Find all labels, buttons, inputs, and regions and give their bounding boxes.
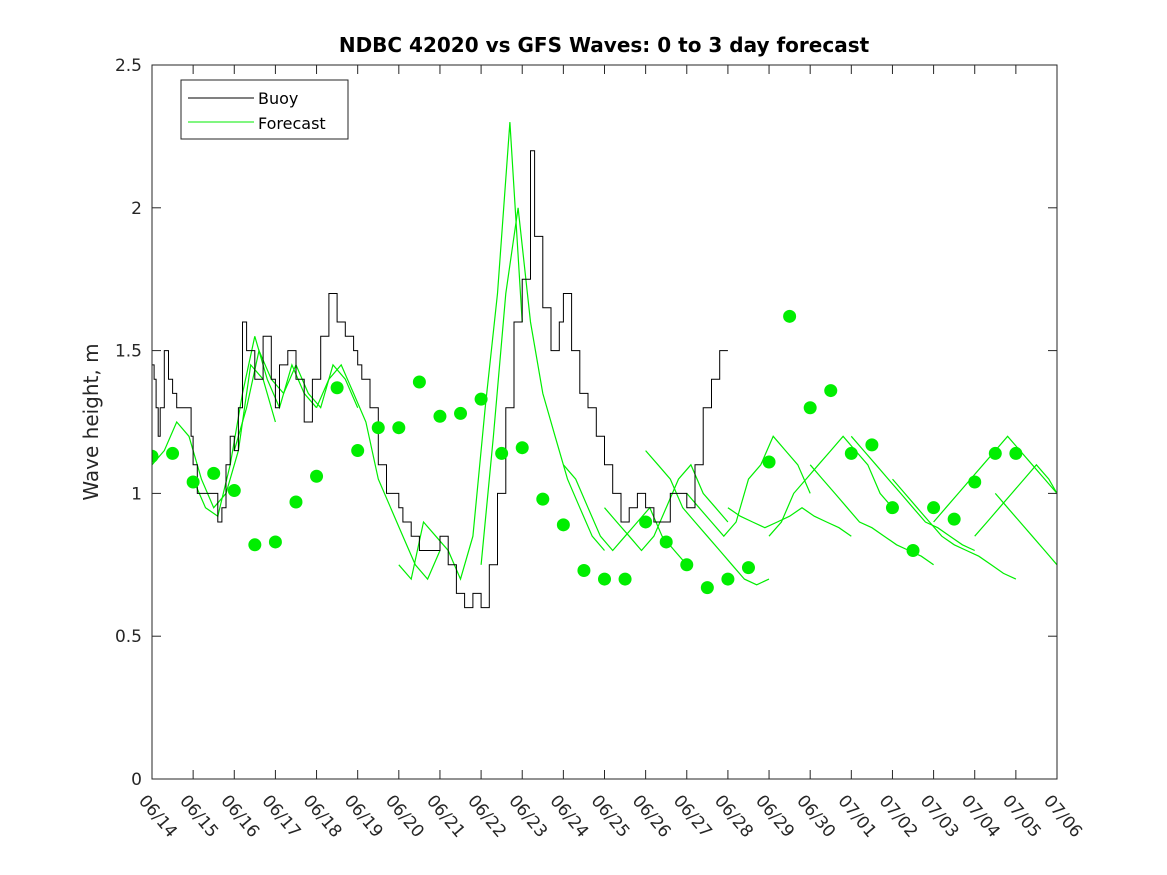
forecast-line (604, 463, 729, 552)
forecast-marker (166, 446, 180, 460)
x-tick-label: 06/20 (381, 791, 428, 841)
forecast-marker (289, 495, 303, 509)
forecast-marker (783, 309, 797, 323)
y-tick-label: 1 (131, 484, 142, 504)
forecast-marker (1009, 446, 1023, 460)
forecast-marker (803, 401, 817, 415)
forecast-line (994, 493, 1057, 566)
x-tick-label: 06/14 (134, 791, 181, 841)
forecast-marker (556, 518, 570, 532)
forecast-marker (371, 421, 385, 435)
forecast-line (892, 478, 1017, 580)
y-axis: 0 0.5 1 1.5 2 2.5 (115, 56, 1057, 790)
y-tick-label: 2 (131, 199, 142, 219)
x-tick-label: 06/22 (463, 791, 510, 841)
forecast-marker (680, 558, 694, 572)
forecast-marker (310, 469, 324, 483)
forecast-marker (248, 538, 262, 552)
x-tick-label: 07/04 (957, 791, 1004, 841)
forecast-marker (454, 406, 468, 420)
forecast-marker (227, 484, 241, 498)
forecast-marker (762, 455, 776, 469)
x-tick-label: 07/02 (875, 791, 922, 841)
plot-area (152, 65, 1057, 779)
forecast-marker (351, 444, 365, 458)
forecast-marker (947, 512, 961, 526)
forecast-marker (639, 515, 653, 529)
x-tick-label: 07/01 (833, 791, 880, 841)
x-tick-label: 06/23 (504, 791, 551, 841)
x-tick-label: 07/03 (916, 791, 963, 841)
chart-title: NDBC 42020 vs GFS Waves: 0 to 3 day fore… (339, 33, 870, 57)
x-tick-label: 06/28 (710, 791, 757, 841)
x-tick-label: 06/24 (546, 791, 593, 841)
forecast-marker (700, 581, 714, 595)
forecast-line (315, 363, 441, 581)
forecast-line (727, 506, 852, 537)
forecast-marker (392, 421, 406, 435)
x-tick-label: 06/25 (587, 791, 634, 841)
forecast-marker (844, 446, 858, 460)
forecast-marker (721, 572, 735, 586)
x-tick-label: 06/21 (422, 791, 469, 841)
legend-buoy-label: Buoy (258, 89, 298, 108)
x-tick-label: 06/17 (258, 791, 305, 841)
forecast-marker (474, 392, 488, 406)
legend-forecast-label: Forecast (258, 114, 326, 133)
forecast-marker (741, 561, 755, 575)
x-tick-label: 06/27 (669, 791, 716, 841)
x-tick-label: 06/16 (216, 791, 263, 841)
x-tick-label: 06/19 (340, 791, 387, 841)
forecast-line (768, 435, 893, 537)
forecast-marker (906, 544, 920, 558)
forecast-marker (268, 535, 282, 549)
x-tick-label: 07/05 (998, 791, 1045, 841)
y-tick-label: 1.5 (115, 342, 142, 362)
forecast-marker (865, 438, 879, 452)
forecast-marker (186, 475, 200, 489)
forecast-marker (152, 449, 159, 463)
x-tick-label: 07/06 (1039, 791, 1086, 841)
legend-box (180, 79, 349, 140)
forecast-marker (515, 441, 529, 455)
forecast-marker (618, 572, 632, 586)
forecast-marker (598, 572, 611, 586)
y-tick-label: 0 (131, 770, 142, 790)
forecast-marker (659, 535, 673, 549)
forecast-marker (968, 475, 982, 489)
forecast-marker (824, 384, 838, 398)
x-tick-label: 06/15 (175, 791, 222, 841)
forecast-line (480, 207, 605, 565)
forecast-markers (152, 309, 1023, 595)
forecast-marker (330, 381, 344, 395)
x-tick-label: 06/18 (299, 791, 346, 841)
forecast-line (974, 463, 1057, 537)
forecast-marker (495, 446, 509, 460)
forecast-lines (152, 122, 1057, 586)
x-tick-label: 06/30 (792, 791, 839, 841)
forecast-marker (536, 492, 550, 506)
buoy-line (152, 150, 728, 609)
y-tick-label: 2.5 (115, 56, 142, 76)
x-tick-label: 06/29 (751, 791, 798, 841)
forecast-marker (412, 375, 426, 389)
legend: Buoy Forecast (180, 79, 349, 140)
forecast-line (686, 435, 811, 538)
y-tick-label: 0.5 (115, 627, 142, 647)
forecast-marker (433, 409, 447, 423)
forecast-marker (988, 446, 1002, 460)
y-axis-label: Wave height, m (79, 343, 103, 500)
forecast-marker (577, 564, 591, 578)
forecast-marker (207, 466, 221, 480)
forecast-line (645, 450, 770, 586)
forecast-line (850, 435, 975, 552)
forecast-marker (927, 501, 941, 515)
buoy-series (152, 150, 728, 609)
x-tick-label: 06/26 (628, 791, 675, 841)
forecast-marker (885, 501, 899, 515)
